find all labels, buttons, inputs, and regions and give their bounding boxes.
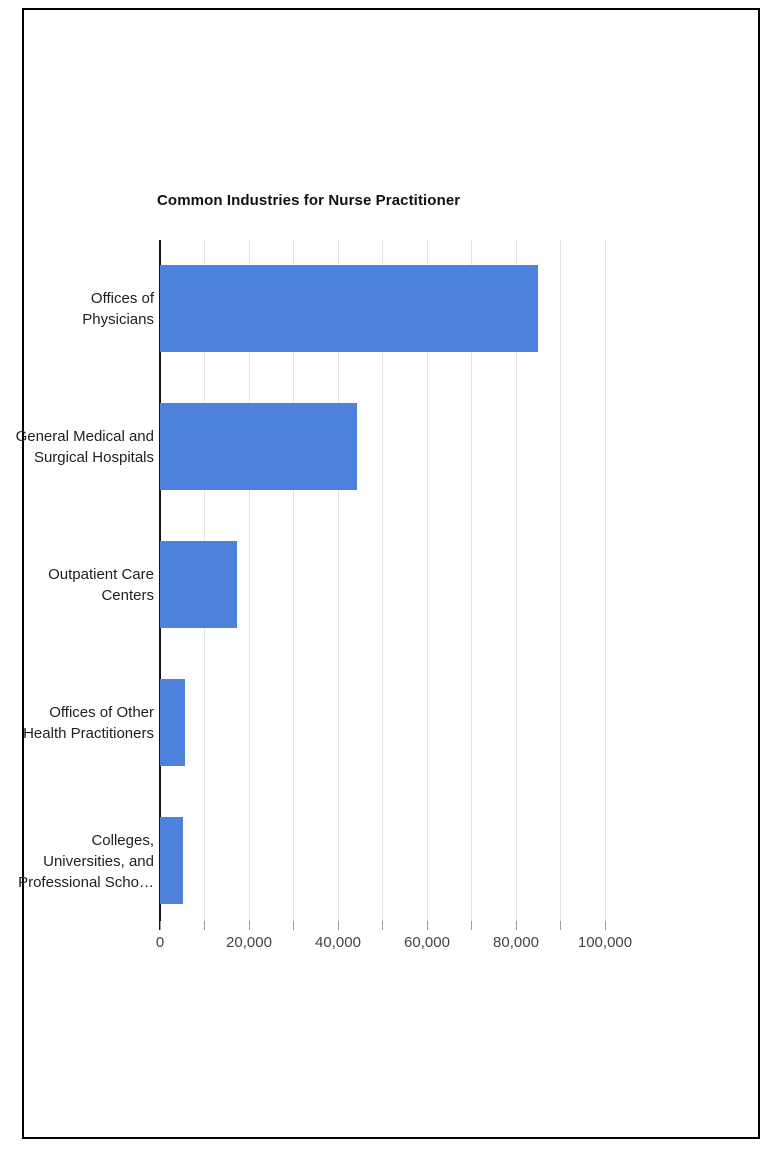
category-label: Colleges, Universities, and Professional… — [18, 831, 154, 891]
gridline — [426, 240, 428, 930]
x-axis-tick-label: 20,000 — [226, 934, 272, 951]
x-axis-tick — [293, 921, 294, 930]
bar-row — [160, 792, 656, 930]
x-axis-tick — [337, 921, 339, 930]
x-axis-tick-label: 100,000 — [577, 934, 633, 951]
bar — [160, 403, 358, 490]
x-axis-tick — [560, 921, 561, 930]
bar-row — [160, 240, 656, 378]
gridline — [293, 240, 294, 930]
x-axis-tick — [248, 921, 250, 930]
bar — [160, 817, 184, 904]
chart-title: Common Industries for Nurse Practitioner — [157, 192, 461, 209]
gridline — [382, 240, 383, 930]
x-axis-tick-label: 40,000 — [315, 934, 361, 951]
bar — [160, 541, 237, 628]
x-axis-tick — [204, 921, 205, 930]
gridline — [248, 240, 250, 930]
gridline — [337, 240, 339, 930]
category-label: Offices of Physicians — [82, 290, 154, 328]
x-axis-tick — [159, 921, 161, 930]
x-axis-tick-label: 0 — [155, 934, 165, 951]
bar-row — [160, 378, 656, 516]
category-label: Offices of Other Health Practitioners — [23, 704, 154, 742]
chart-frame-border — [22, 8, 760, 1139]
x-axis-tick-label: 80,000 — [493, 934, 539, 951]
category-label: Outpatient Care Centers — [48, 566, 154, 604]
bar — [160, 265, 539, 352]
bar-row — [160, 516, 656, 654]
x-axis-tick — [471, 921, 472, 930]
gridline — [471, 240, 472, 930]
x-axis-tick — [382, 921, 383, 930]
gridline — [604, 240, 606, 930]
category-label: General Medical and Surgical Hospitals — [15, 428, 154, 466]
x-axis-tick — [426, 921, 428, 930]
plot-area — [159, 240, 656, 930]
bar — [160, 679, 185, 766]
x-axis-tick — [604, 921, 606, 930]
x-axis-tick — [515, 921, 517, 930]
gridline — [560, 240, 561, 930]
bar-row — [160, 654, 656, 792]
gridline — [515, 240, 517, 930]
x-axis-tick-label: 60,000 — [404, 934, 450, 951]
